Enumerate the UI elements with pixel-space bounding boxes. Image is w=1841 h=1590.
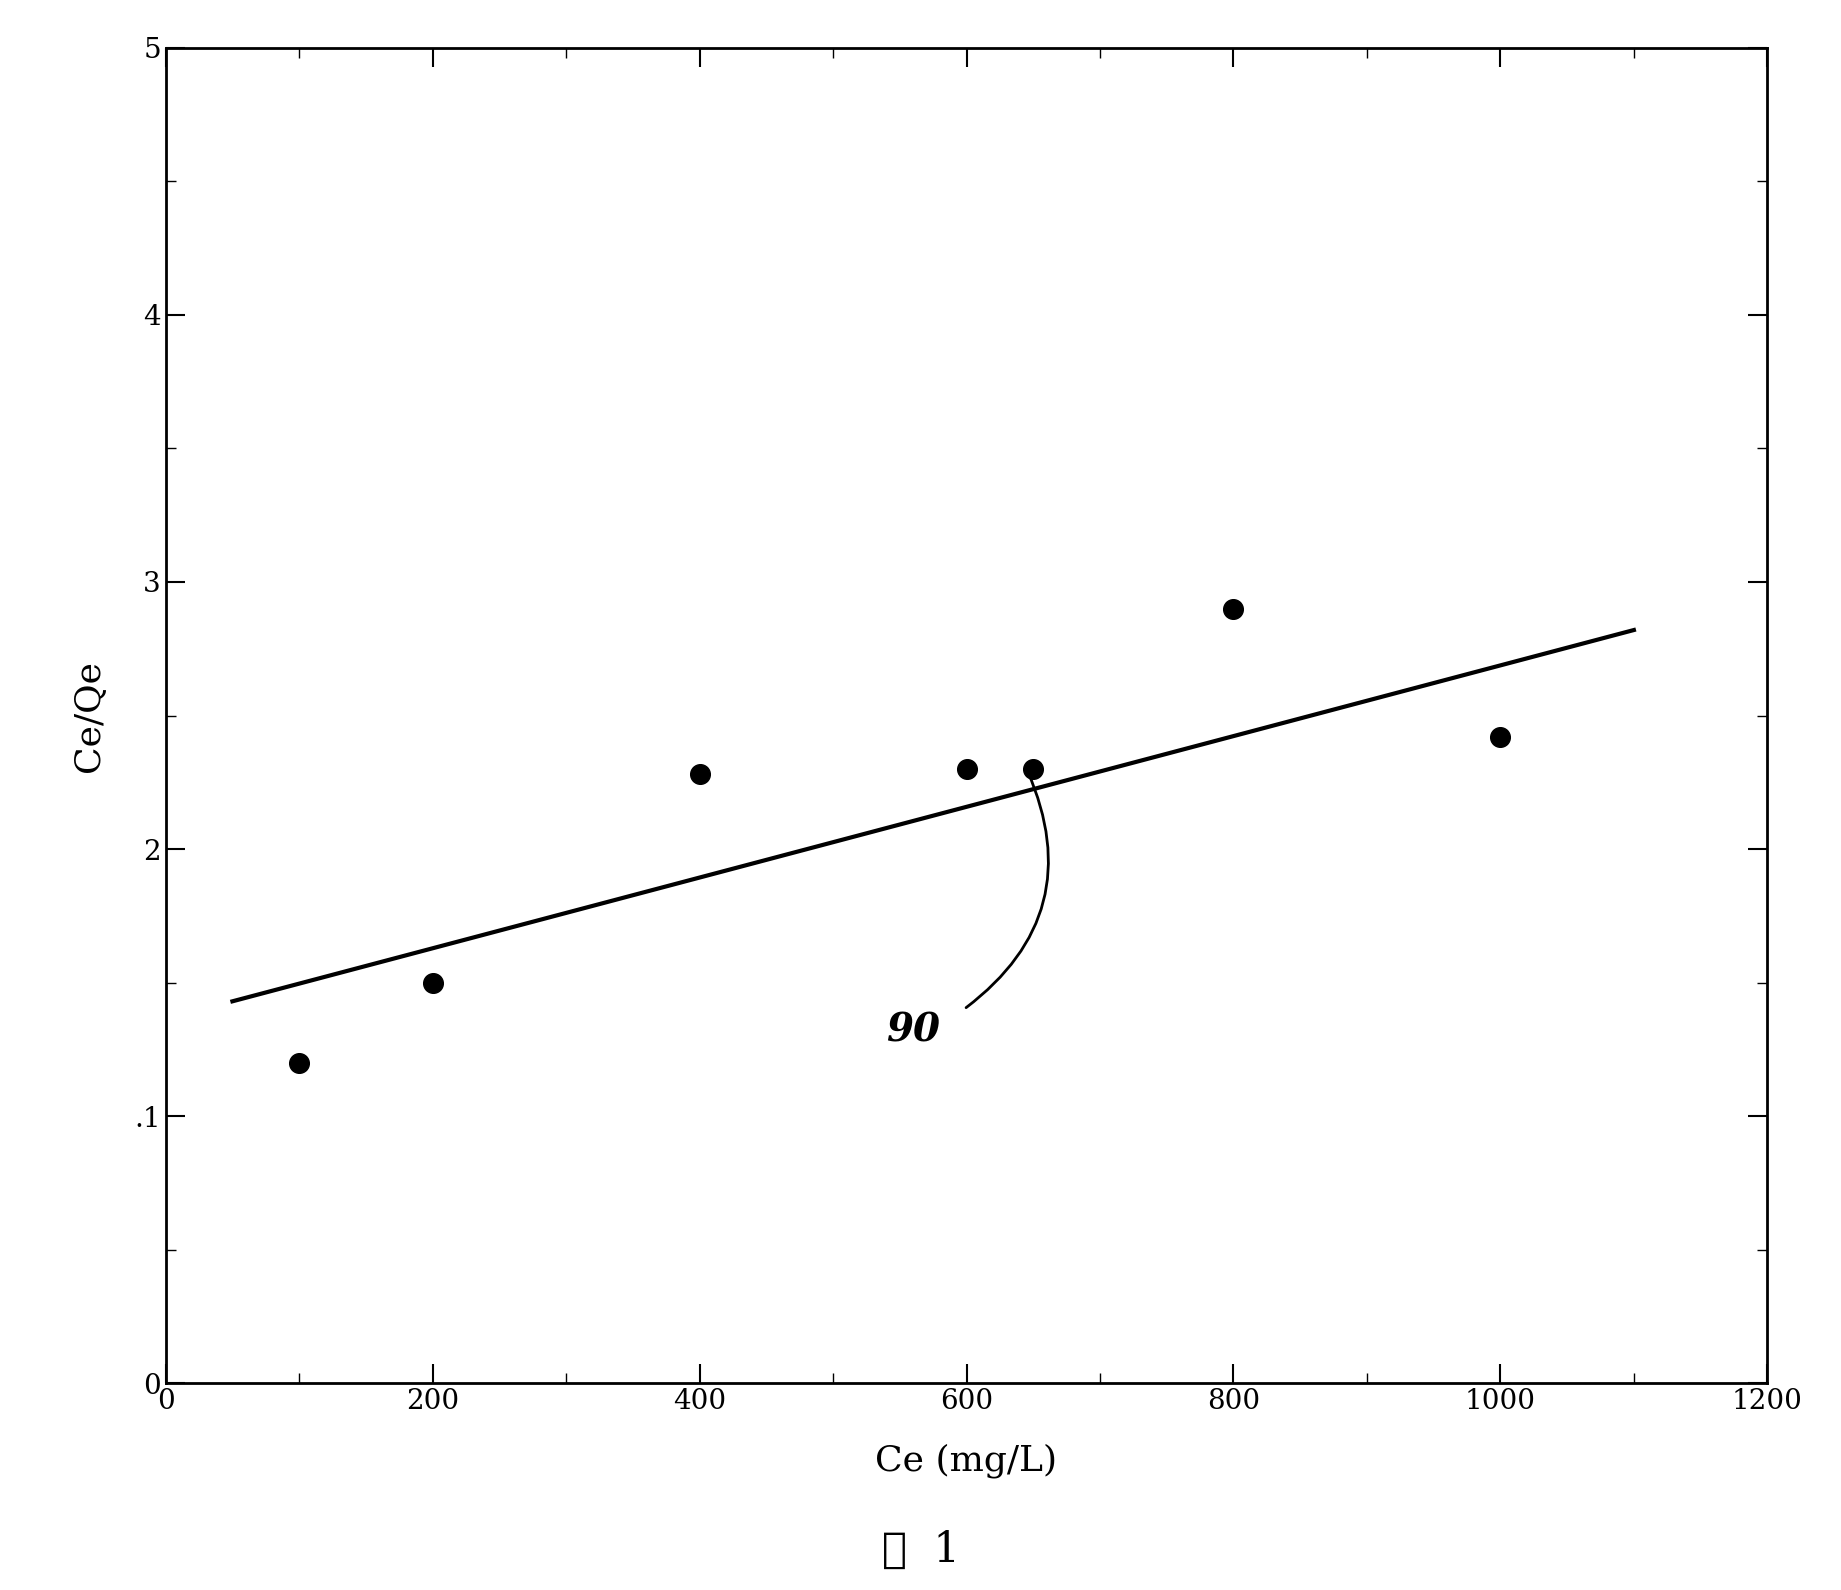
Point	[418, 970, 447, 995]
Text: 图  1: 图 1	[882, 1530, 959, 1571]
Y-axis label: Ce/Qe: Ce/Qe	[72, 660, 107, 771]
Point	[685, 762, 714, 787]
Point	[952, 757, 981, 782]
Point	[1219, 596, 1248, 622]
Point	[1018, 757, 1048, 782]
Point	[284, 1049, 313, 1075]
X-axis label: Ce (mg/L): Ce (mg/L)	[876, 1444, 1057, 1477]
Point	[1486, 723, 1515, 749]
Text: 90: 90	[886, 1011, 941, 1049]
